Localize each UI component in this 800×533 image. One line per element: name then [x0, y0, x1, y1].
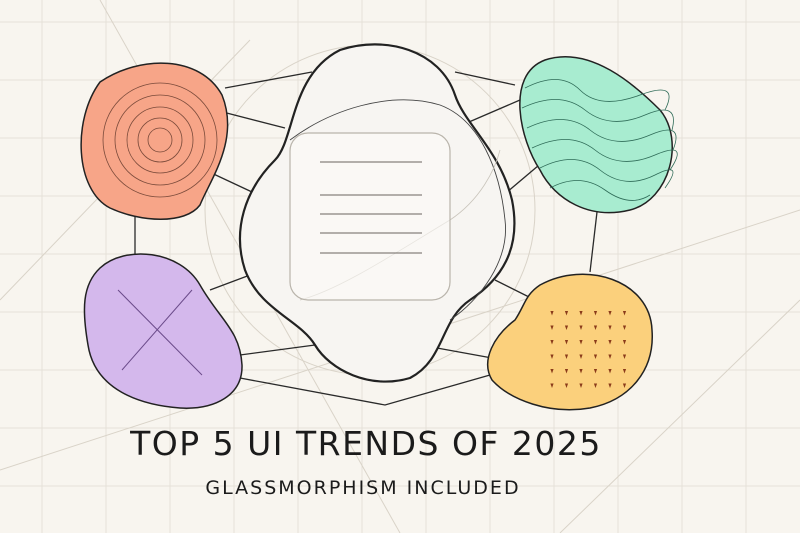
glass-blob	[238, 43, 516, 383]
dot	[550, 354, 554, 359]
dot	[550, 369, 554, 374]
page-title: TOP 5 UI TRENDS OF 2025	[130, 424, 602, 463]
mint-blob	[519, 56, 678, 214]
dot	[564, 354, 569, 359]
dot	[550, 340, 554, 345]
dot	[622, 383, 627, 388]
concentric-circles	[102, 82, 218, 198]
page-subtitle: GLASSMORPHISM INCLUDED	[205, 477, 521, 499]
dot	[593, 340, 598, 345]
dot	[622, 354, 627, 359]
dot	[593, 354, 598, 359]
dot	[608, 354, 612, 359]
dot	[579, 383, 583, 388]
lavender-blob	[83, 253, 243, 409]
dot	[622, 369, 627, 374]
dot	[608, 340, 612, 345]
dot	[579, 325, 583, 330]
dot	[564, 325, 569, 330]
dot	[608, 369, 612, 374]
wavy-lines	[521, 79, 678, 201]
dot	[579, 340, 583, 345]
yellow-blob	[487, 273, 653, 411]
dot	[579, 311, 583, 316]
dot	[550, 311, 554, 316]
dot	[550, 325, 554, 330]
dot	[608, 325, 612, 330]
dot	[622, 325, 627, 330]
dot	[579, 354, 583, 359]
dot	[593, 383, 598, 388]
glass-card	[289, 132, 451, 301]
dot	[622, 311, 627, 316]
dot	[564, 369, 569, 374]
dot	[593, 311, 598, 316]
cross	[117, 289, 203, 376]
dot	[564, 311, 569, 316]
dot	[593, 325, 598, 330]
dot	[564, 340, 569, 345]
card-lines	[320, 161, 422, 254]
dot	[608, 383, 612, 388]
dot	[622, 340, 627, 345]
coral-blob	[80, 62, 229, 220]
dot	[550, 383, 554, 388]
dot	[608, 311, 612, 316]
dot	[593, 369, 598, 374]
dot	[564, 383, 569, 388]
dot-grid	[550, 311, 627, 388]
connector-lines	[134, 71, 598, 406]
dot	[579, 369, 583, 374]
